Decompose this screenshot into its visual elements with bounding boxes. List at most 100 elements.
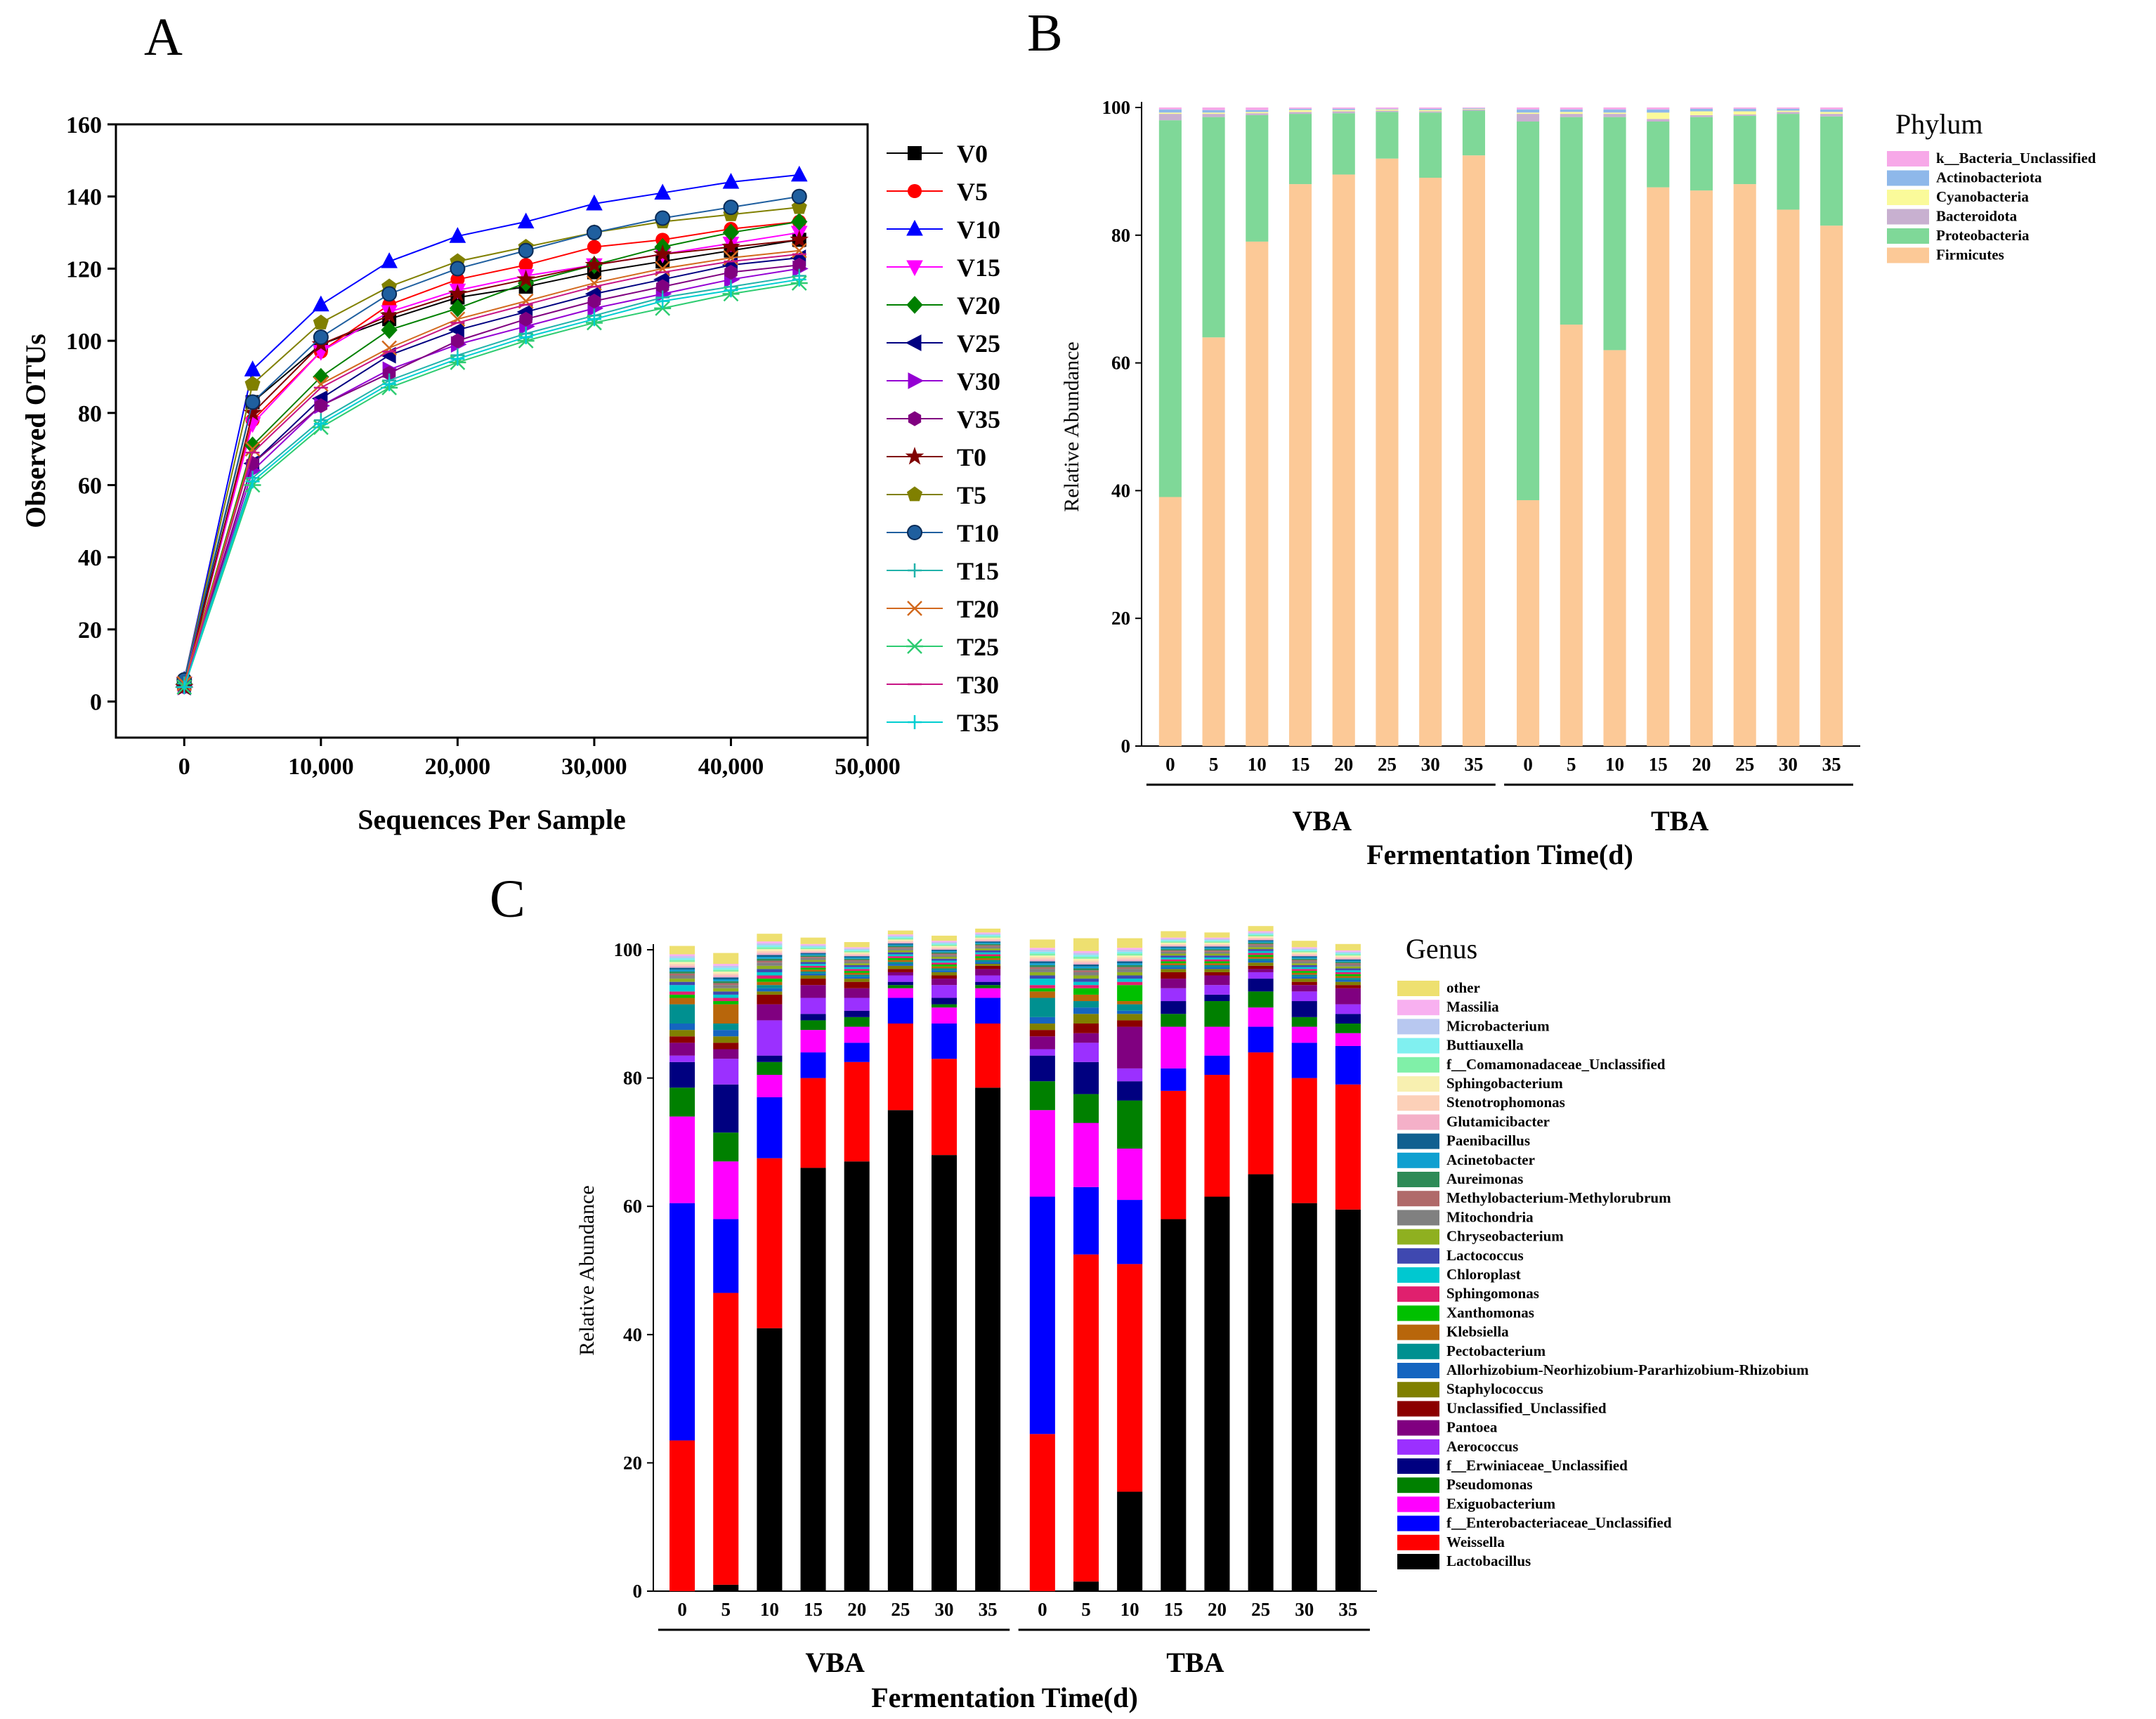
legend-marker (906, 296, 923, 314)
bar-segment-Mitochondria (1248, 945, 1274, 948)
bar-segment-Chloroplast (844, 967, 870, 969)
bar-segment-Stenotrophomonas (713, 973, 739, 976)
bar-segment-Acinetobacter (713, 979, 739, 981)
bar-segment-Stenotrophomonas (844, 953, 870, 955)
bar-segment-Massilia (800, 943, 826, 946)
x-category-label: 5 (721, 1599, 731, 1620)
bar-segment-Actinobacteriota (1690, 108, 1713, 112)
series-V35 (178, 257, 806, 695)
legend-swatch (1397, 1496, 1439, 1512)
bar-segment-Bacteroidota (1733, 114, 1756, 116)
bar-segment-Pseudomonas (1248, 991, 1274, 1008)
data-point (312, 295, 329, 312)
y-tick-label: 60 (623, 1196, 642, 1217)
series-T25 (176, 275, 808, 695)
bar-segment-Paenibacillus (669, 967, 695, 970)
bar-segment-Glutamicibacter (887, 942, 913, 943)
series-line (183, 264, 799, 688)
y-tick-label: 40 (623, 1324, 642, 1345)
legend-label: Acinetobacter (1446, 1151, 1535, 1168)
y-tick-label: 100 (66, 329, 102, 355)
x-category-label: 20 (847, 1599, 866, 1620)
bar-segment-f__Erwiniaceae_Unclassified (931, 998, 958, 1005)
bar-segment-Pseudomonas (1204, 1001, 1230, 1027)
data-point (587, 312, 601, 327)
bar-segment-Glutamicibacter (1204, 945, 1230, 947)
bar-segment-Aerococcus (757, 1020, 783, 1056)
bar-segment-k__Bacteria_Unclassified (1376, 107, 1399, 109)
bar-segment-Methylobacterium-Methylorubrum (1073, 970, 1099, 972)
legend-item-f__Comamonadaceae_Unclassified: f__Comamonadaceae_Unclassified (1397, 1056, 1666, 1073)
bar-segment-f__Enterobacteriaceae_Unclassified (1335, 1045, 1361, 1085)
legend-item-Actinobacteriota: Actinobacteriota (1887, 169, 2042, 186)
bar-segment-Xanthomonas (1335, 974, 1361, 976)
legend-item-Klebsiella: Klebsiella (1397, 1323, 1509, 1340)
x-category-label: 20 (1692, 754, 1711, 775)
bar-segment-Aureimonas (1029, 965, 1055, 967)
series-T20 (176, 242, 807, 691)
data-point (587, 294, 601, 309)
bar-segment-Allorhizobium-Neorhizobium-Pararhizobium-Rhizobium (800, 973, 826, 976)
x-category-label: 30 (1421, 754, 1440, 775)
legend-label: Stenotrophomonas (1446, 1094, 1565, 1111)
bar-segment-f__Erwiniaceae_Unclassified (1117, 1081, 1143, 1101)
bar-segment-Acinetobacter (1073, 966, 1099, 969)
legend-label: T25 (957, 633, 999, 661)
bar-segment-f__Comamonadaceae_Unclassified (669, 960, 695, 962)
bar-segment-Methylobacterium-Methylorubrum (975, 945, 1001, 947)
bar-segment-Pectobacterium (844, 974, 870, 977)
series-line (183, 268, 799, 688)
legend-label: Aureimonas (1446, 1170, 1523, 1187)
bar-segment-Lactococcus (975, 950, 1001, 953)
bar-segment-f__Enterobacteriaceae_Unclassified (1291, 1042, 1317, 1078)
bar-segment-Cyanobacteria (1647, 112, 1670, 119)
legend-item-V0: V0 (887, 140, 988, 168)
bar-segment-Microbacterium (1248, 932, 1274, 934)
bar-segment-Buttiauxella (975, 935, 1001, 936)
data-point (587, 240, 601, 254)
bar-segment-Buttiauxella (1073, 955, 1099, 957)
bar-segment-Klebsiella (1073, 994, 1099, 1002)
legend-label: Bacteroidota (1936, 208, 2018, 225)
bar-segment-Unclassified_Unclassified (800, 979, 826, 986)
legend-label: T10 (957, 519, 999, 547)
x-category-label: 5 (1209, 754, 1219, 775)
data-point (448, 284, 467, 302)
y-tick-label: 60 (78, 473, 102, 499)
bar-segment-Allorhizobium-Neorhizobium-Pararhizobium-Rhizobium (1117, 1010, 1143, 1014)
bar-segment-Lactobacillus (1291, 1203, 1317, 1591)
bar-segment-Bacteroidota (1462, 109, 1485, 111)
data-point (313, 314, 329, 329)
bar-segment-Xanthomonas (1117, 985, 1143, 1002)
bar-segment-Buttiauxella (757, 945, 783, 948)
bar-segment-f__Enterobacteriaceae_Unclassified (1204, 1055, 1230, 1076)
bar-segment-Stenotrophomonas (800, 950, 826, 952)
bar-segment-Weissella (1029, 1434, 1055, 1591)
bar-segment-Acinetobacter (887, 944, 913, 946)
bar-segment-other (713, 953, 739, 965)
group-label-TBA: TBA (1166, 1647, 1224, 1678)
bar-segment-Staphylococcus (757, 991, 783, 995)
bar-segment-Cyanobacteria (1246, 112, 1269, 114)
bar-segment-Weissella (1291, 1078, 1317, 1203)
bar-segment-Chryseobacterium (800, 960, 826, 962)
bar-segment-Methylobacterium-Methylorubrum (1029, 967, 1055, 969)
panel-b-stacked-bar-chart: B 0 20 40 60 80 100 0 5 10 15 20 25 30 35 0 5 10 15 20 25 30 3… (1027, 4, 2096, 870)
bar-segment-Stenotrophomonas (1248, 937, 1274, 939)
bar-segment-Paenibacillus (1204, 946, 1230, 948)
legend-swatch (1397, 1420, 1439, 1436)
bar-segment-Aerococcus (713, 1059, 739, 1085)
bar-segment-other (887, 930, 913, 935)
bar-segment-Cyanobacteria (1820, 112, 1843, 115)
bar-segment-Lactobacillus (757, 1328, 783, 1591)
bar-segment-Aureimonas (931, 952, 958, 954)
x-category-label: 15 (804, 1599, 823, 1620)
bar-segment-Chloroplast (669, 985, 695, 992)
legend-label: f__Comamonadaceae_Unclassified (1446, 1056, 1666, 1073)
y-tick-label: 160 (66, 112, 102, 138)
bar-segment-Klebsiella (713, 1004, 739, 1024)
bar-segment-Stenotrophomonas (931, 947, 958, 949)
legend-label: V0 (957, 140, 988, 168)
legend-label: V25 (957, 329, 1000, 358)
bar-segment-Unclassified_Unclassified (975, 965, 1001, 969)
